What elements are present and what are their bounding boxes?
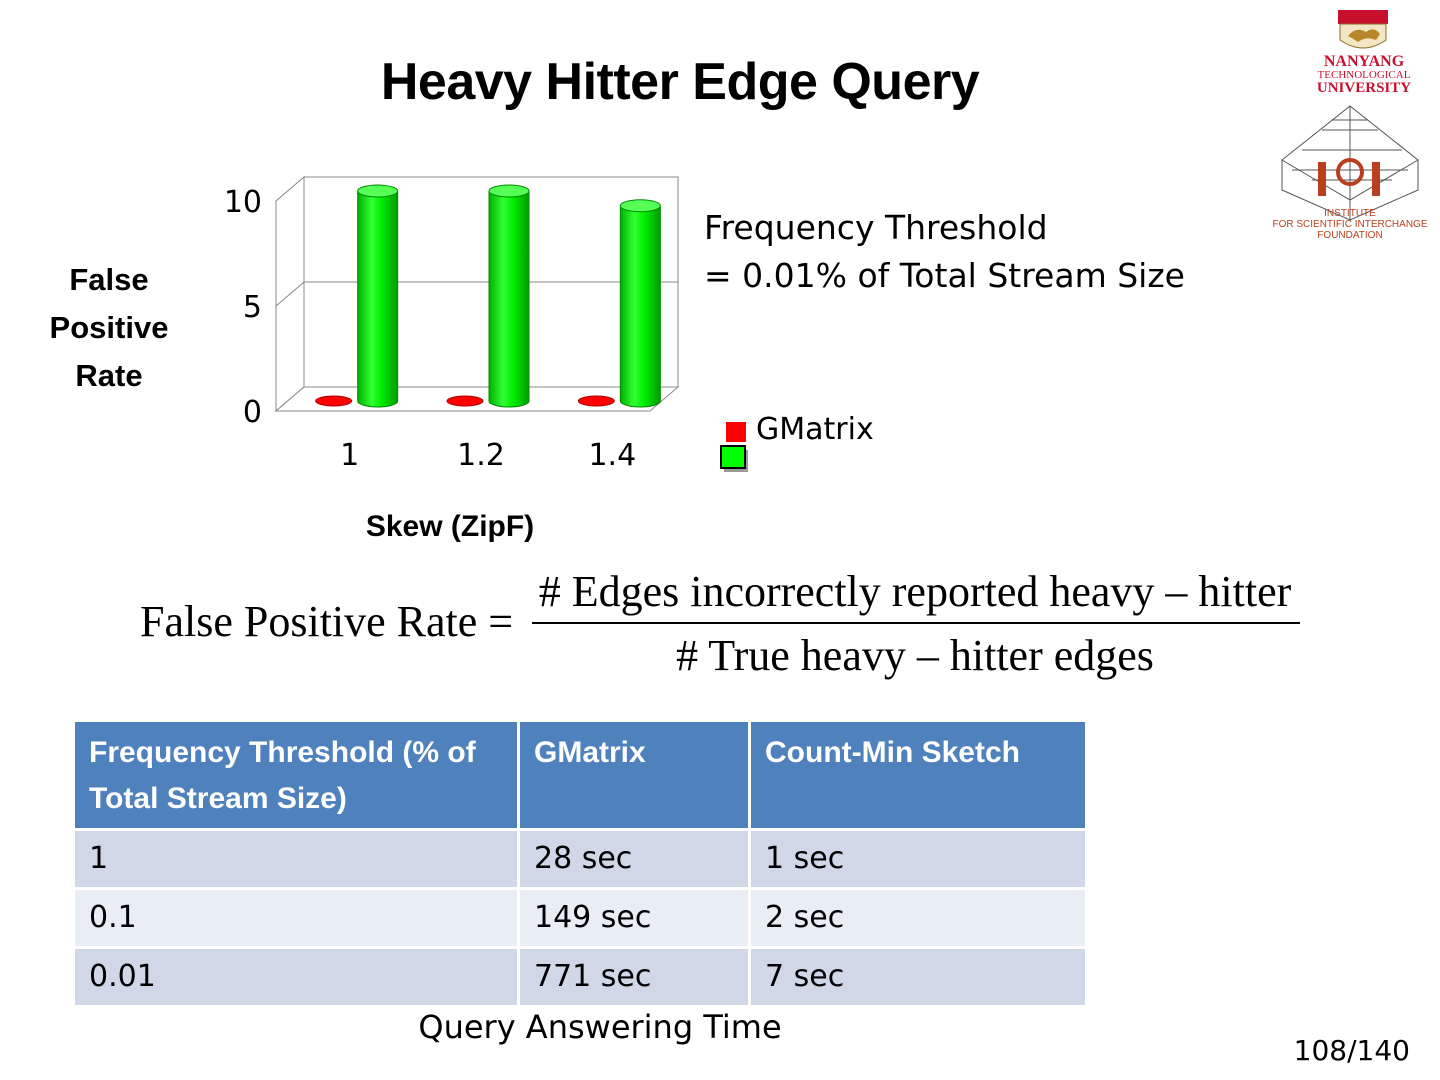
table-header-gmatrix: GMatrix <box>517 719 751 831</box>
isi-logo-line-2: FOR SCIENTIFIC INTERCHANGE <box>1272 219 1427 230</box>
table-header-threshold: Frequency Threshold (% of Total Stream S… <box>72 719 520 831</box>
chart-gridline <box>275 281 305 307</box>
formula-denominator: # True heavy – hitter edges <box>676 631 1154 680</box>
bar-gmatrix <box>446 395 484 407</box>
legend-swatch-gmatrix <box>726 422 746 442</box>
annotation-line: Frequency Threshold <box>704 208 1048 247</box>
table-cell: 1 sec <box>748 828 1088 890</box>
table-header-count-min: Count-Min Sketch <box>748 719 1088 831</box>
ntu-logo-line-1: NANYANG <box>1324 53 1405 70</box>
y-tick-label: 0 <box>243 395 262 430</box>
ntu-logo-line-3: UNIVERSITY <box>1317 80 1411 96</box>
bar-gmatrix <box>577 395 615 407</box>
legend-label-gmatrix: GMatrix <box>756 412 874 447</box>
table-header-row: Frequency Threshold (% of Total Stream S… <box>72 719 1088 831</box>
chart-y-axis-label: False Positive Rate <box>24 256 194 400</box>
bar-second-series <box>488 191 530 408</box>
slide-title: Heavy Hitter Edge Query <box>380 53 980 111</box>
ntu-logo: NANYANG TECHNOLOGICAL UNIVERSITY <box>1317 10 1411 96</box>
isi-logo-line-1: INSTITUTE <box>1324 208 1376 219</box>
isi-emblem-icon <box>1281 105 1419 221</box>
x-tick-label: 1 <box>340 438 359 473</box>
formula-numerator: # Edges incorrectly reported heavy – hit… <box>538 567 1292 616</box>
legend-swatch-second-series <box>720 445 746 469</box>
x-tick-label: 1.4 <box>588 438 636 473</box>
formula-fraction-bar <box>532 622 1300 624</box>
y-label-line: False <box>69 262 149 297</box>
table-cell: 149 sec <box>517 887 751 949</box>
ntu-crest-icon <box>1338 10 1388 49</box>
table-caption: Query Answering Time <box>418 1008 782 1046</box>
isi-logo: INSTITUTE FOR SCIENTIFIC INTERCHANGE FOU… <box>1272 105 1428 241</box>
y-label-line: Rate <box>75 358 143 393</box>
page-number: 108/140 <box>1293 1034 1410 1067</box>
x-tick-label: 1.2 <box>457 438 505 473</box>
table-cell: 0.01 <box>72 946 520 1008</box>
annotation-line: = 0.01% of Total Stream Size <box>704 256 1185 295</box>
bar-second-series <box>619 205 661 408</box>
table-cell: 2 sec <box>748 887 1088 949</box>
table-row: 0.1 149 sec 2 sec <box>72 887 1088 949</box>
formula-lhs: False Positive Rate = <box>140 597 514 646</box>
bar-second-series-top <box>357 184 399 198</box>
y-tick-label: 10 <box>224 185 262 220</box>
table-cell: 1 <box>72 828 520 890</box>
table-cell: 771 sec <box>517 946 751 1008</box>
query-time-table: Frequency Threshold (% of Total Stream S… <box>72 719 1088 1008</box>
table-cell: 7 sec <box>748 946 1088 1008</box>
isi-logo-line-3: FOUNDATION <box>1317 230 1382 241</box>
table-row: 0.01 771 sec 7 sec <box>72 946 1088 1008</box>
bar-second-series-top <box>488 184 530 198</box>
false-positive-chart: 0 5 10 1 1.2 1.4 <box>224 175 680 473</box>
bar-second-series <box>357 191 399 408</box>
chart-legend: GMatrix <box>718 412 978 482</box>
table-cell: 0.1 <box>72 887 520 949</box>
table-row: 1 28 sec 1 sec <box>72 828 1088 890</box>
threshold-annotation: Frequency Threshold = 0.01% of Total Str… <box>704 204 1264 300</box>
bar-gmatrix <box>315 395 353 407</box>
false-positive-formula: False Positive Rate = # Edges incorrectl… <box>130 560 1330 690</box>
isi-letters-icon <box>1318 158 1380 196</box>
y-label-line: Positive <box>49 310 169 345</box>
table-cell: 28 sec <box>517 828 751 890</box>
y-tick-label: 5 <box>243 290 262 325</box>
bar-second-series-top <box>619 199 661 213</box>
chart-x-axis-label: Skew (ZipF) <box>365 510 535 543</box>
ntu-logo-line-2: TECHNOLOGICAL <box>1318 69 1411 81</box>
